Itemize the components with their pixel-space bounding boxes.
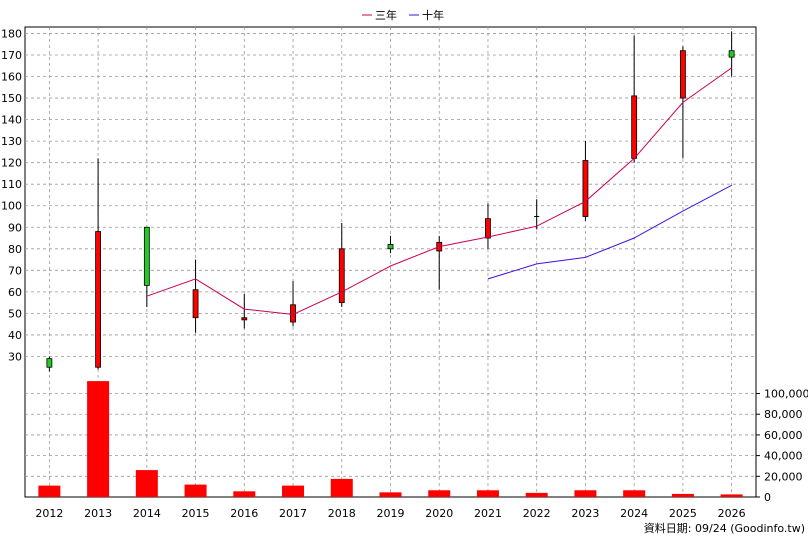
volume-bar bbox=[233, 491, 256, 497]
candle-body bbox=[631, 95, 638, 159]
candle-body bbox=[582, 160, 589, 217]
year-tick-label: 2026 bbox=[718, 507, 746, 520]
price-tick-label: 180 bbox=[1, 27, 22, 40]
year-tick-label: 2019 bbox=[377, 507, 405, 520]
legend-label: 三年 bbox=[375, 8, 397, 22]
price-tick-label: 160 bbox=[1, 71, 22, 84]
volume-bars bbox=[38, 381, 743, 497]
price-tick-label: 50 bbox=[8, 307, 22, 320]
data-date-note: 資料日期: 09/24 (Goodinfo.tw) bbox=[644, 521, 805, 535]
volume-bar bbox=[428, 490, 451, 497]
candle-body bbox=[728, 50, 735, 58]
price-tick-label: 90 bbox=[8, 221, 22, 234]
volume-tick-label: 20,000 bbox=[764, 470, 803, 483]
year-tick-label: 2014 bbox=[133, 507, 161, 520]
price-tick-label: 120 bbox=[1, 157, 22, 170]
series-line bbox=[146, 67, 732, 316]
year-tick-label: 2012 bbox=[35, 507, 63, 520]
price-tick-label: 170 bbox=[1, 49, 22, 62]
volume-axis: 0 20,000 40,000 60,000 80,000 100,000 bbox=[755, 378, 808, 504]
series-line bbox=[487, 184, 732, 280]
year-tick-label: 2013 bbox=[84, 507, 112, 520]
volume-bar bbox=[282, 485, 305, 497]
candle-body bbox=[241, 317, 248, 321]
volume-bar bbox=[574, 490, 597, 497]
year-tick-label: 2023 bbox=[571, 507, 599, 520]
grid bbox=[25, 27, 756, 497]
price-axis: 30 40 50 60 70 80 90 100 110 120 130 140 150 160 170 18… bbox=[1, 27, 22, 363]
volume-bar bbox=[379, 492, 402, 497]
candle-body bbox=[485, 218, 491, 239]
year-tick-label: 2018 bbox=[328, 507, 356, 520]
price-tick-label: 70 bbox=[8, 264, 22, 277]
volume-tick-label: 60,000 bbox=[764, 429, 803, 442]
volume-bar bbox=[38, 485, 61, 497]
candle-body bbox=[95, 231, 101, 368]
year-tick-label: 2020 bbox=[425, 507, 453, 520]
year-axis: 2012 2013 2014 2015 2016 2017 2018 2019 2020 2021… bbox=[35, 507, 745, 520]
year-tick-label: 2025 bbox=[669, 507, 697, 520]
candle-body bbox=[46, 358, 53, 368]
price-tick-label: 130 bbox=[1, 135, 22, 148]
year-tick-label: 2016 bbox=[230, 507, 258, 520]
volume-tick-label: 40,000 bbox=[764, 450, 803, 463]
candle-body bbox=[192, 289, 199, 319]
volume-bar bbox=[671, 493, 694, 497]
volume-tick-label: 80,000 bbox=[764, 408, 803, 421]
candle-body bbox=[387, 244, 394, 250]
price-tick-label: 110 bbox=[1, 178, 22, 191]
volume-tick-label: 100,000 bbox=[764, 388, 808, 401]
candle-body bbox=[143, 226, 150, 286]
volume-bar bbox=[623, 490, 646, 497]
average-lines bbox=[146, 67, 732, 316]
year-tick-label: 2015 bbox=[182, 507, 210, 520]
year-tick-label: 2021 bbox=[474, 507, 502, 520]
price-tick-label: 100 bbox=[1, 200, 22, 213]
volume-bar bbox=[720, 494, 743, 497]
legend-label: 十年 bbox=[422, 8, 444, 22]
volume-bar bbox=[525, 492, 548, 497]
price-tick-label: 80 bbox=[8, 243, 22, 256]
candle-body bbox=[338, 248, 345, 304]
volume-bar bbox=[87, 381, 110, 497]
legend: 三年 十年 bbox=[362, 8, 444, 22]
price-tick-label: 60 bbox=[8, 286, 22, 299]
volume-bar bbox=[135, 470, 158, 497]
year-tick-label: 2017 bbox=[279, 507, 307, 520]
volume-bar bbox=[476, 490, 499, 497]
volume-tick-label: 0 bbox=[764, 491, 771, 504]
volume-bar bbox=[330, 478, 353, 497]
price-tick-label: 30 bbox=[8, 350, 22, 363]
candle-body bbox=[680, 50, 686, 99]
price-tick-label: 140 bbox=[1, 114, 22, 127]
year-tick-label: 2022 bbox=[523, 507, 551, 520]
volume-bar bbox=[184, 484, 207, 497]
price-tick-label: 40 bbox=[8, 329, 22, 342]
price-tick-label: 150 bbox=[1, 92, 22, 105]
year-tick-label: 2024 bbox=[620, 507, 648, 520]
